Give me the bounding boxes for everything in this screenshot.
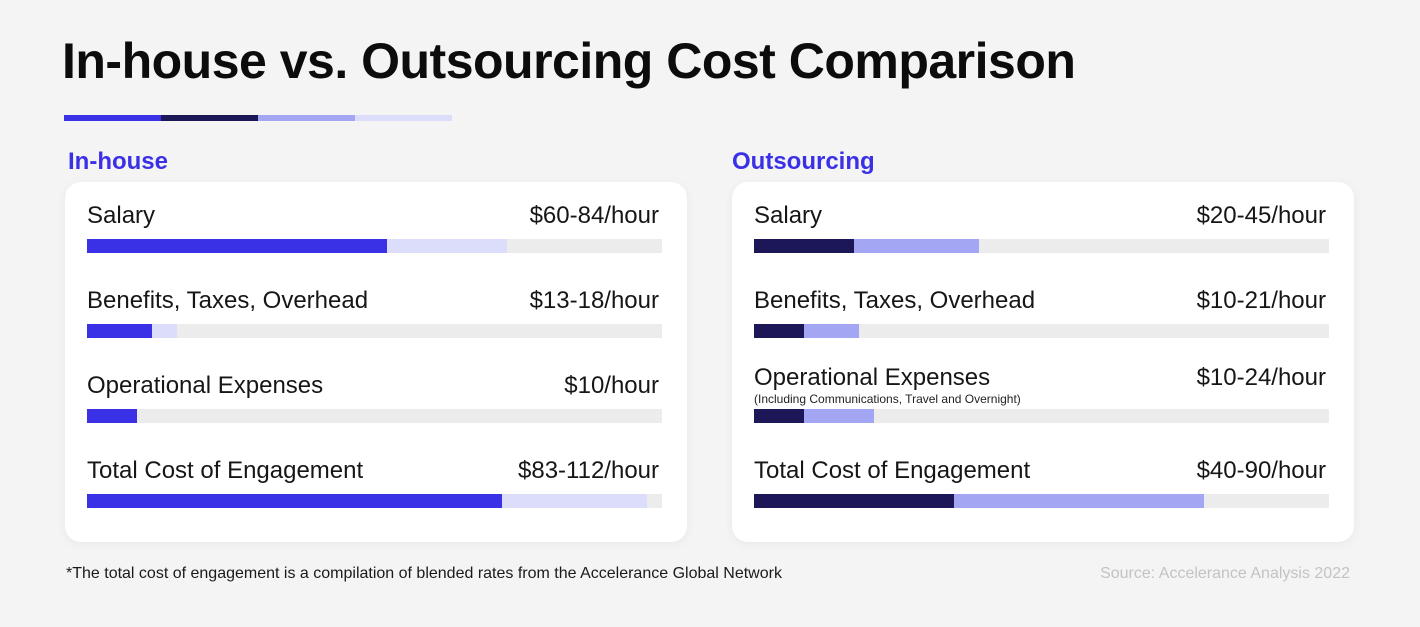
inhouse-row: Benefits, Taxes, Overhead $13-18/hour (87, 287, 662, 347)
bar-low-segment (754, 409, 804, 423)
bar-low-segment (754, 324, 804, 338)
bar-value-label: $40-90/hour (1196, 457, 1326, 484)
bar-track (87, 494, 662, 508)
outsourcing-row: Salary $20-45/hour (754, 202, 1329, 262)
bar-track (754, 324, 1329, 338)
bar-value-label: $20-45/hour (1196, 202, 1326, 229)
bar-track (754, 239, 1329, 253)
bar-category-note: (Including Communications, Travel and Ov… (754, 392, 1021, 406)
inhouse-row: Total Cost of Engagement $83-112/hour (87, 457, 662, 517)
inhouse-heading: In-house (68, 148, 168, 175)
bar-low-segment (754, 494, 954, 508)
bar-value-label: $10/hour (564, 372, 659, 399)
bar-low-segment (87, 409, 137, 423)
bar-low-segment (87, 324, 152, 338)
bar-track (87, 239, 662, 253)
bar-low-segment (754, 239, 854, 253)
bar-track (754, 409, 1329, 423)
bar-track (754, 494, 1329, 508)
bar-category-label: Salary (754, 202, 823, 229)
outsourcing-heading: Outsourcing (732, 148, 875, 175)
bar-low-segment (87, 494, 502, 508)
footnote: *The total cost of engagement is a compi… (66, 565, 782, 582)
outsourcing-row: Benefits, Taxes, Overhead $10-21/hour (754, 287, 1329, 347)
outsourcing-row: Total Cost of Engagement $40-90/hour (754, 457, 1329, 517)
title-rule-segment (161, 115, 258, 121)
bar-value-label: $83-112/hour (518, 457, 659, 484)
source-note: Source: Accelerance Analysis 2022 (1100, 565, 1350, 582)
bar-category-label: Benefits, Taxes, Overhead (87, 287, 369, 314)
inhouse-card: Salary $60-84/hour Benefits, Taxes, Overhe… (65, 182, 687, 542)
title-rule-segment (64, 115, 161, 121)
bar-category-label: Total Cost of Engagement (754, 457, 1031, 484)
bar-low-segment (87, 239, 387, 253)
page-title: In-house vs. Outsourcing Cost Comparison (62, 33, 1076, 89)
bar-value-label: $60-84/hour (529, 202, 659, 229)
outsourcing-row: Operational Expenses (Including Communica… (754, 364, 1329, 432)
bar-category-label: Total Cost of Engagement (87, 457, 364, 484)
title-rule-segment (258, 115, 355, 121)
outsourcing-card: Salary $20-45/hour Benefits, Taxes, Overhe… (732, 182, 1354, 542)
bar-category-label: Operational Expenses (754, 364, 991, 391)
title-rule (64, 115, 452, 121)
inhouse-row: Operational Expenses $10/hour (87, 372, 662, 432)
bar-track (87, 409, 662, 423)
inhouse-row: Salary $60-84/hour (87, 202, 662, 262)
title-rule-segment (355, 115, 452, 121)
bar-value-label: $13-18/hour (529, 287, 659, 314)
bar-value-label: $10-21/hour (1196, 287, 1326, 314)
bar-category-label: Salary (87, 202, 156, 229)
bar-value-label: $10-24/hour (1196, 364, 1326, 391)
bar-track (87, 324, 662, 338)
bar-category-label: Benefits, Taxes, Overhead (754, 287, 1036, 314)
bar-category-label: Operational Expenses (87, 372, 324, 399)
